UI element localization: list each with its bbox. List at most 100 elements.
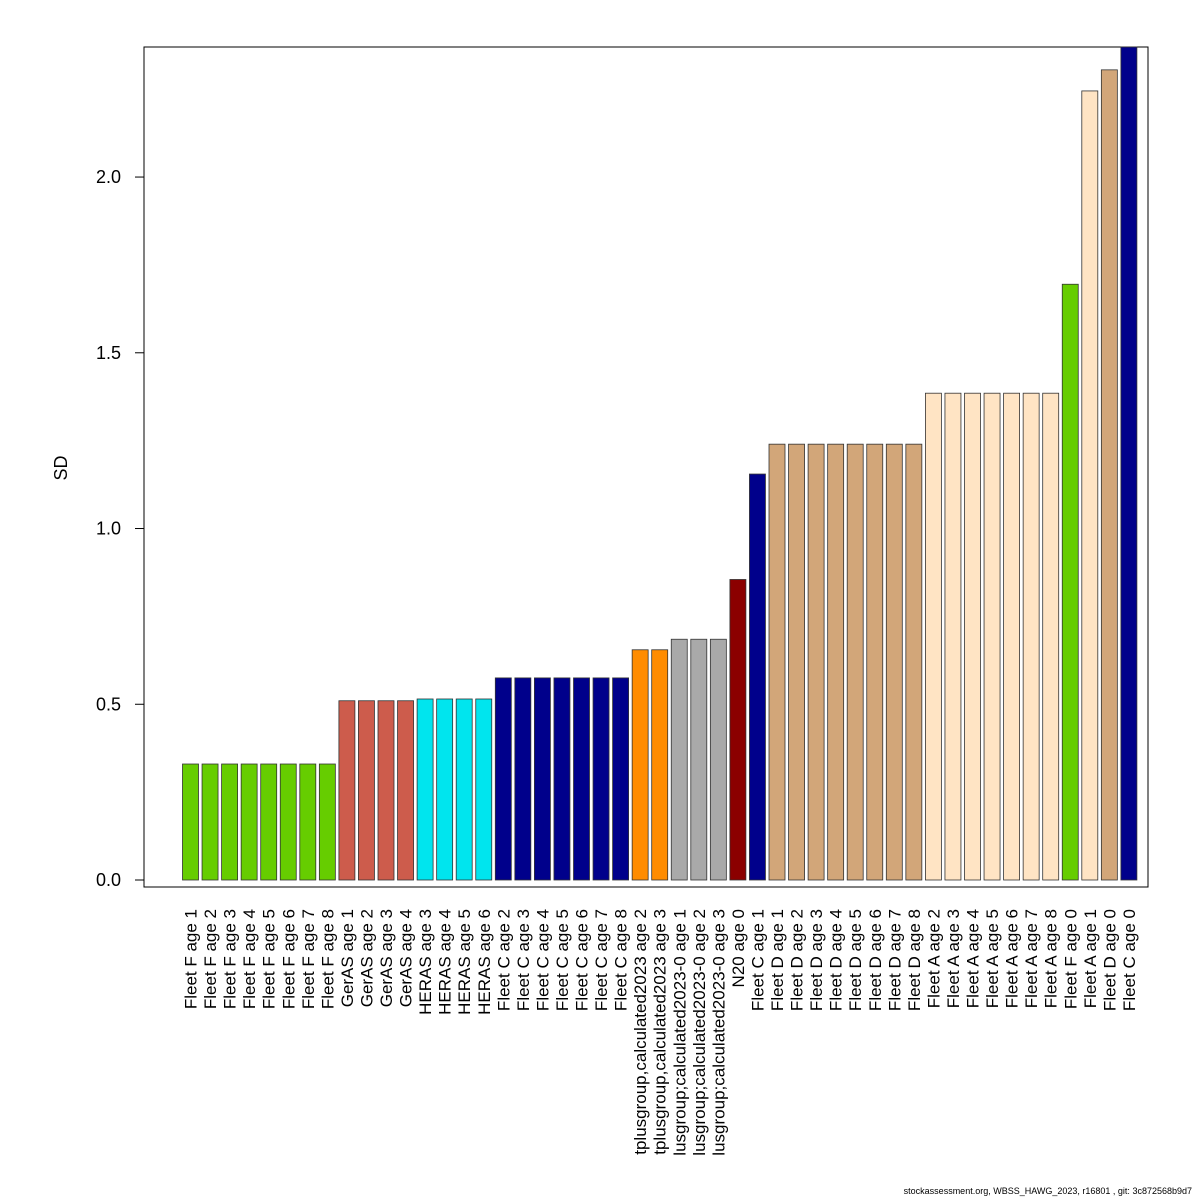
x-tick-label: N20 age 0 <box>729 909 748 987</box>
x-tick-label: lusgroup;calculated2023-0 age 3 <box>709 909 728 1156</box>
x-tick-label: tplusgroup,calculated2023 age 2 <box>631 909 650 1155</box>
bar <box>670 638 688 881</box>
x-tick-label: Fleet F age 6 <box>279 909 298 1009</box>
bar <box>416 698 434 881</box>
x-tick-label: Fleet D age 3 <box>807 909 826 1011</box>
x-tick-label: Fleet F age 3 <box>221 909 240 1009</box>
x-tick-label: Fleet C age 5 <box>553 909 572 1011</box>
bar <box>397 700 414 881</box>
bar <box>651 649 669 881</box>
bar <box>866 443 884 881</box>
bar <box>358 700 375 881</box>
bar <box>201 763 219 881</box>
bar <box>983 392 1001 881</box>
bar <box>729 579 747 881</box>
bar <box>240 763 258 881</box>
bar <box>631 649 649 881</box>
bar <box>573 677 590 881</box>
bar <box>964 392 981 881</box>
x-tick-label: Fleet D age 6 <box>866 909 885 1011</box>
bar <box>827 443 845 881</box>
bar <box>768 443 786 881</box>
bar <box>1022 392 1040 881</box>
bar <box>885 443 903 881</box>
x-tick-label: HERAS age 5 <box>455 909 474 1015</box>
y-tick-label: 2.0 <box>96 167 121 187</box>
bar <box>279 763 297 881</box>
x-tick-label: GerAS age 1 <box>338 909 357 1007</box>
x-tick-label: GerAS age 4 <box>397 909 416 1007</box>
bar <box>788 443 805 881</box>
x-tick-label: Fleet A age 4 <box>964 909 983 1008</box>
bar <box>944 392 962 881</box>
bar <box>182 763 199 881</box>
bar <box>1120 46 1138 881</box>
x-tick-label: Fleet A age 7 <box>1022 909 1041 1008</box>
x-tick-label: Fleet D age 5 <box>846 909 865 1011</box>
bar <box>1081 90 1099 881</box>
bar <box>299 763 317 881</box>
x-tick-label: Fleet F age 7 <box>299 909 318 1009</box>
bar <box>709 638 727 881</box>
x-tick-label: Fleet F age 5 <box>260 909 279 1009</box>
x-tick-label: Fleet C age 6 <box>573 909 592 1011</box>
bar <box>514 677 532 881</box>
x-tick-label: HERAS age 6 <box>475 909 494 1015</box>
bar <box>221 763 239 881</box>
bar <box>905 443 923 881</box>
bar <box>260 763 278 881</box>
x-tick-label: Fleet C age 4 <box>533 909 552 1011</box>
x-tick-label: lusgroup;calculated2023-0 age 2 <box>690 909 709 1156</box>
x-tick-label: Fleet A age 1 <box>1081 909 1100 1008</box>
bar <box>846 443 864 881</box>
y-axis-label: SD <box>51 455 71 480</box>
x-tick-label: HERAS age 4 <box>436 909 455 1015</box>
x-tick-label: Fleet D age 0 <box>1100 909 1119 1011</box>
x-tick-label: HERAS age 3 <box>416 909 435 1015</box>
bar <box>749 473 766 881</box>
x-tick-label: Fleet D age 4 <box>827 909 846 1011</box>
bar <box>436 698 454 881</box>
x-tick-label: Fleet D age 1 <box>768 909 787 1011</box>
y-tick-label: 0.0 <box>96 870 121 890</box>
y-tick-label: 1.5 <box>96 343 121 363</box>
x-tick-label: Fleet D age 2 <box>788 909 807 1011</box>
bar <box>807 443 825 881</box>
footer-note: stockassessment.org, WBSS_HAWG_2023, r16… <box>903 1186 1192 1196</box>
x-tick-label: Fleet C age 8 <box>612 909 631 1011</box>
bar <box>338 700 356 881</box>
x-tick-label: Fleet F age 1 <box>182 909 201 1009</box>
y-tick-label: 1.0 <box>96 519 121 539</box>
bar <box>553 677 571 881</box>
bar <box>475 698 493 881</box>
y-axis: 0.0 0.5 1.0 1.5 2.0 <box>96 167 145 890</box>
x-tick-label: Fleet C age 0 <box>1120 909 1139 1011</box>
x-tick-label: tplusgroup,calculated2023 age 3 <box>651 909 670 1155</box>
bar <box>1042 392 1060 881</box>
x-tick-label: Fleet F age 8 <box>318 909 337 1009</box>
x-tick-label: Fleet F age 4 <box>240 909 259 1009</box>
bar <box>377 700 395 881</box>
bar <box>592 677 610 881</box>
x-tick-label: Fleet A age 6 <box>1003 909 1022 1008</box>
x-tick-label: Fleet D age 7 <box>885 909 904 1011</box>
bar <box>1061 283 1079 881</box>
bars-group <box>182 46 1138 881</box>
y-tick-label: 0.5 <box>96 694 121 714</box>
bar <box>612 677 629 881</box>
bar <box>925 392 942 881</box>
bar <box>318 763 336 881</box>
x-tick-label: Fleet D age 8 <box>905 909 924 1011</box>
bar <box>455 698 473 881</box>
x-tick-label: GerAS age 3 <box>377 909 396 1007</box>
x-tick-label: Fleet C age 1 <box>748 909 767 1011</box>
x-tick-label: GerAS age 2 <box>357 909 376 1007</box>
x-tick-label: Fleet A age 5 <box>983 909 1002 1008</box>
x-tick-label: Fleet F age 0 <box>1061 909 1080 1009</box>
x-tick-label: Fleet C age 2 <box>494 909 513 1011</box>
x-tick-label: lusgroup;calculated2023-0 age 1 <box>670 909 689 1156</box>
x-tick-label: Fleet A age 8 <box>1042 909 1061 1008</box>
bar <box>1003 392 1020 881</box>
